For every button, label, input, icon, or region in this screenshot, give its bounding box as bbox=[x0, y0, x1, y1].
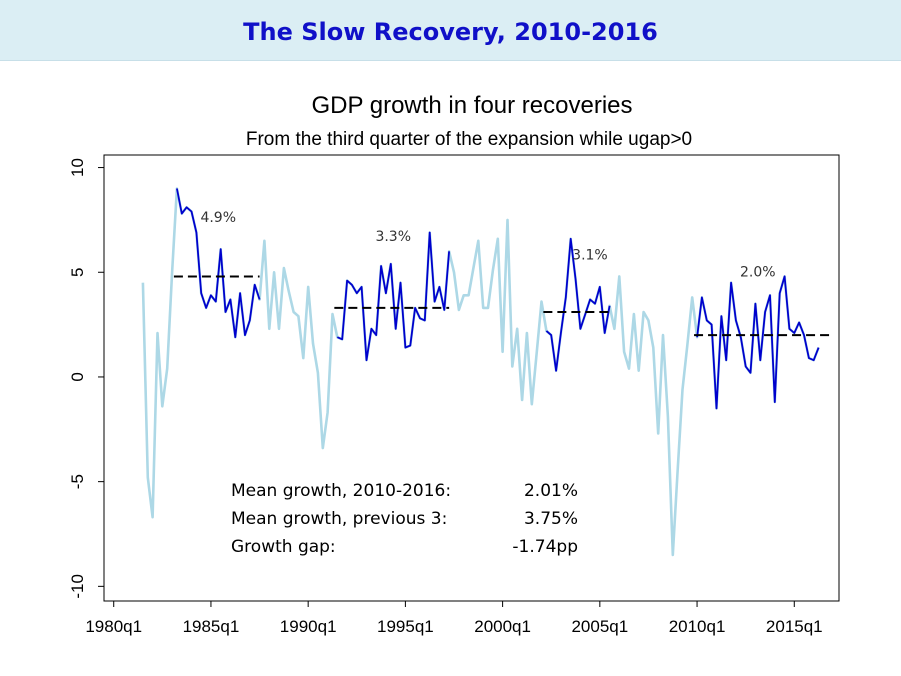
series-line-recovery-1 bbox=[176, 188, 261, 339]
y-tick-label-0: 10 bbox=[68, 158, 87, 177]
y-tick-label-1: 5 bbox=[68, 268, 87, 277]
x-tick-label-3: 1995q1 bbox=[377, 617, 434, 636]
slide-banner: The Slow Recovery, 2010-2016 bbox=[0, 0, 901, 61]
mean-label-recovery-4: 2.0% bbox=[740, 264, 776, 280]
chart-title: GDP growth in four recoveries bbox=[311, 92, 632, 119]
x-tick-label-1: 1985q1 bbox=[183, 617, 240, 636]
y-tick-label-2: 0 bbox=[68, 372, 87, 381]
x-tick-label-4: 2000q1 bbox=[474, 617, 531, 636]
series-line-recovery-2 bbox=[336, 231, 450, 362]
axes: 1980q1 1985q1 1990q1 1995q1 2000q1 2005q1 2010… bbox=[68, 158, 823, 636]
stat-label-1: Mean growth, previous 3: bbox=[231, 509, 447, 529]
mean-label-recovery-2: 3.3% bbox=[375, 229, 411, 245]
stat-label-2: Growth gap: bbox=[231, 537, 336, 557]
x-tick-label-0: 1980q1 bbox=[85, 617, 142, 636]
stat-label-0: Mean growth, 2010-2016: bbox=[231, 481, 451, 501]
series-lines bbox=[141, 187, 820, 557]
x-tick-label-2: 1990q1 bbox=[280, 617, 337, 636]
stat-value-0: 2.01% bbox=[524, 481, 578, 501]
chart-subtitle: From the third quarter of the expansion … bbox=[246, 129, 692, 150]
x-tick-label-7: 2015q1 bbox=[766, 617, 823, 636]
slide-title: The Slow Recovery, 2010-2016 bbox=[243, 18, 658, 46]
mean-label-recovery-1: 4.9% bbox=[200, 210, 236, 226]
mean-lines: 4.9% 3.3% 3.1% 2.0% bbox=[173, 210, 833, 337]
series-line-recovery-3 bbox=[545, 237, 611, 372]
annotations: Mean growth, 2010-2016: 2.01% Mean growth,… bbox=[231, 481, 578, 557]
plot-frame bbox=[103, 154, 840, 602]
x-tick-label-6: 2010q1 bbox=[669, 617, 726, 636]
stat-value-2: -1.74pp bbox=[512, 537, 578, 557]
y-tick-label-4: -10 bbox=[68, 574, 87, 599]
mean-label-recovery-3: 3.1% bbox=[572, 248, 608, 264]
x-tick-label-5: 2005q1 bbox=[571, 617, 628, 636]
stat-value-1: 3.75% bbox=[524, 509, 578, 529]
series-line-recovery-4 bbox=[696, 275, 820, 410]
y-tick-label-3: -5 bbox=[68, 474, 87, 489]
